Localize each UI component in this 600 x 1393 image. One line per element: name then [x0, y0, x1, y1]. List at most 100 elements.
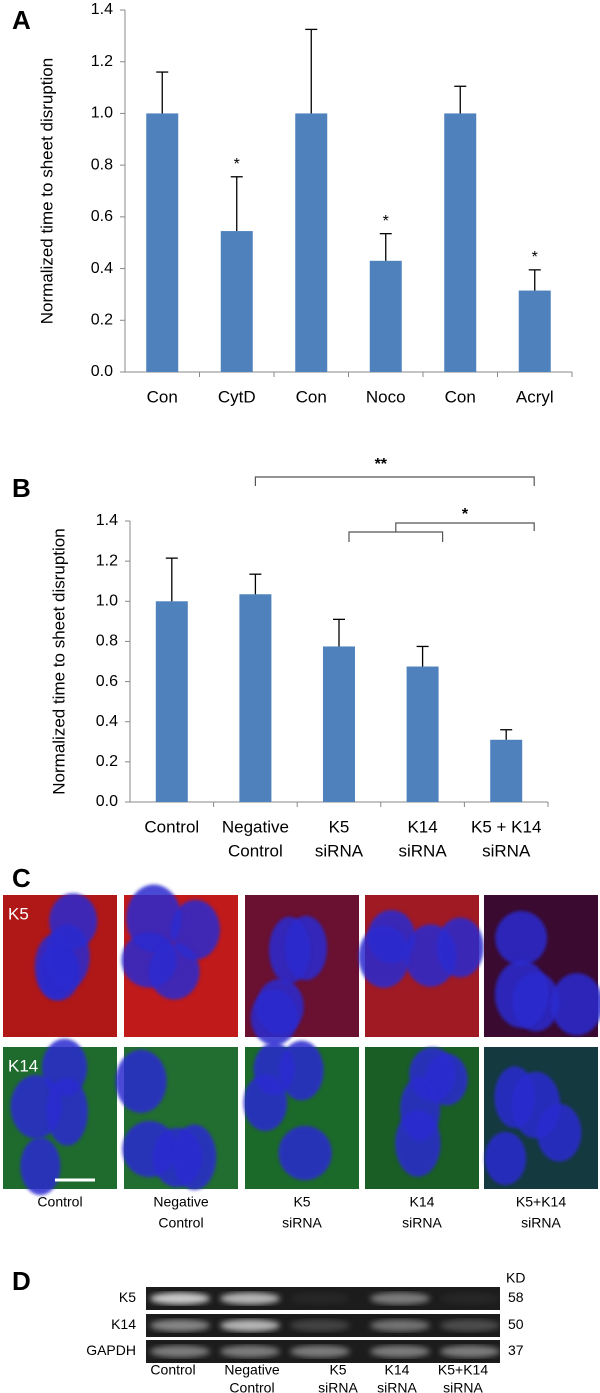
blot-band [370, 1319, 430, 1332]
bar [490, 739, 523, 802]
y-tick-label: 0.4 [96, 713, 118, 730]
nucleus [495, 911, 548, 966]
nucleus [279, 1040, 324, 1101]
significance: * [383, 213, 389, 230]
column-label: siRNA [402, 1215, 442, 1231]
bracket-label: * [462, 506, 469, 523]
error-bar [416, 645, 429, 667]
error-bar [500, 729, 513, 740]
column-label: siRNA [521, 1215, 561, 1231]
blot-band [150, 1292, 210, 1305]
lane-label: siRNA [318, 1380, 358, 1393]
bar [220, 231, 253, 372]
x-tick-label: Con [445, 387, 476, 406]
error-bar [333, 618, 345, 647]
blot-band [290, 1319, 350, 1332]
bar [295, 113, 328, 372]
nucleus [484, 1131, 527, 1185]
column-label: Control [158, 1215, 203, 1231]
y-axis-label: Normalized time to sheet disruption [49, 528, 68, 794]
row-label: K5 [8, 904, 29, 923]
nucleus [20, 1137, 61, 1196]
nucleus [511, 1071, 561, 1139]
y-tick-label: 1.0 [91, 105, 113, 122]
significance: * [234, 156, 240, 173]
x-tick-label: siRNA [482, 841, 531, 860]
blot-band [220, 1319, 280, 1332]
y-tick-label: 1.4 [96, 512, 118, 529]
blot-band [440, 1319, 500, 1332]
y-tick-label: 0.8 [96, 633, 118, 650]
x-tick-label: Negative [222, 817, 289, 836]
bar [146, 113, 179, 372]
bar [239, 594, 272, 802]
y-tick-label: 0.0 [91, 363, 113, 380]
lane-label: K5+K14 [438, 1362, 488, 1378]
nucleus [395, 1109, 441, 1177]
column-label: K14 [410, 1194, 435, 1210]
y-tick-label: 1.2 [96, 552, 118, 569]
x-tick-label: K5 [329, 817, 350, 836]
error-bar [156, 71, 169, 114]
column-label: K5 [293, 1194, 310, 1210]
bar [323, 646, 355, 802]
y-tick-label: 0.6 [91, 208, 113, 225]
nucleus [268, 916, 311, 984]
blot-band [150, 1319, 210, 1332]
blot-band [440, 1292, 500, 1305]
band-size: 50 [508, 1316, 524, 1332]
x-tick-label: Control [144, 817, 199, 836]
nucleus [122, 1120, 177, 1178]
blot-band [370, 1345, 430, 1358]
bracket-label: ** [375, 456, 388, 473]
error-bar [305, 28, 318, 114]
lane-label: Control [150, 1362, 195, 1378]
nucleus [436, 917, 484, 978]
nucleus [494, 960, 549, 1029]
x-tick-label: Control [228, 841, 283, 860]
x-tick-label: CytD [218, 387, 256, 406]
blot-band [290, 1345, 350, 1358]
column-label: Negative [153, 1194, 208, 1210]
blot-band [220, 1292, 280, 1305]
blot-band [150, 1345, 210, 1358]
lane-label: siRNA [377, 1380, 417, 1393]
nucleus [172, 1124, 217, 1190]
x-tick-label: Con [296, 387, 327, 406]
panel-label: A [12, 5, 31, 35]
unit-label: KD [506, 1270, 525, 1286]
lane-label: siRNA [443, 1380, 483, 1393]
nucleus [49, 893, 98, 949]
blot-band [370, 1292, 430, 1305]
nucleus [46, 1077, 88, 1146]
column-label: siRNA [282, 1215, 322, 1231]
row-label: K14 [8, 1056, 38, 1075]
band-label: GAPDH [86, 1342, 136, 1358]
bar [518, 290, 551, 372]
nucleus [358, 925, 410, 988]
blot-band [290, 1292, 350, 1305]
error-bar [165, 557, 178, 602]
y-axis-label: Normalized time to sheet disruption [37, 58, 56, 324]
error-bar [528, 269, 541, 291]
bracket [348, 531, 444, 542]
nucleus [148, 943, 200, 1000]
x-tick-label: siRNA [399, 841, 448, 860]
error-bar [454, 85, 467, 114]
y-tick-label: 0.2 [91, 312, 113, 329]
bar [155, 601, 188, 802]
panel-label: B [12, 473, 31, 503]
nucleus [243, 1074, 288, 1132]
panel-label: D [12, 1266, 31, 1296]
y-tick-label: 1.2 [91, 53, 113, 70]
panel-label: C [12, 863, 31, 893]
error-bar [230, 176, 243, 232]
x-tick-label: Con [147, 387, 178, 406]
bar [369, 260, 402, 372]
y-tick-label: 0.4 [91, 260, 113, 277]
band-size: 37 [508, 1342, 524, 1358]
nucleus [278, 1125, 332, 1181]
bracket [254, 476, 535, 486]
y-tick-label: 0.8 [91, 156, 113, 173]
x-tick-label: K14 [407, 817, 437, 836]
